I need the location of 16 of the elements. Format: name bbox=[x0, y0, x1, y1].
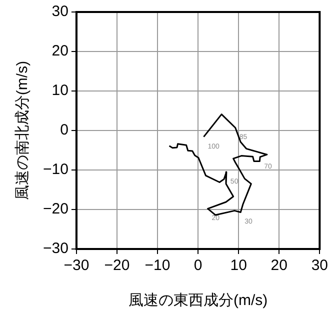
y-tick-label: 20 bbox=[52, 42, 68, 60]
y-tick-label: −20 bbox=[42, 200, 68, 218]
x-tick-label: 0 bbox=[194, 257, 202, 274]
y-tick-label: 10 bbox=[52, 82, 68, 100]
y-tick-label: −30 bbox=[42, 240, 68, 258]
y-tick-label: 30 bbox=[52, 3, 68, 20]
x-tick-label: −30 bbox=[64, 257, 90, 274]
x-tick-label: 10 bbox=[230, 257, 247, 274]
x-tick-label: −10 bbox=[144, 257, 170, 274]
x-tick-label: 30 bbox=[311, 257, 328, 274]
y-tick-label: −10 bbox=[42, 161, 68, 178]
y-axis-title: 風速の南北成分(m/s) bbox=[14, 60, 32, 200]
x-tick-label: 20 bbox=[270, 257, 288, 274]
x-tick-label: −20 bbox=[104, 257, 130, 274]
y-tick-label: 0 bbox=[60, 122, 68, 139]
x-axis-title: 風速の東西成分(m/s) bbox=[128, 292, 268, 310]
